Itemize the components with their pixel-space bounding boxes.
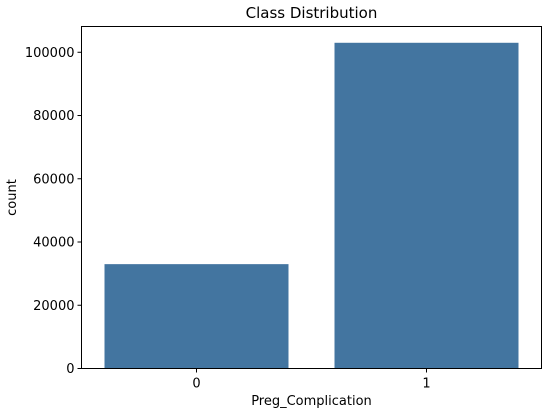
y-tick-label: 20000 (33, 299, 74, 314)
bar-0 (104, 264, 289, 369)
y-tick-label: 60000 (33, 172, 74, 187)
y-axis: 0 20000 40000 60000 80000 100000 (25, 46, 82, 377)
y-tick-label: 0 (66, 362, 74, 377)
y-tick-label: 100000 (25, 46, 75, 61)
y-axis-title: count (5, 179, 20, 216)
x-axis-title: Preg_Complication (251, 394, 372, 409)
bars-layer (104, 42, 519, 369)
plot-frame (81, 26, 542, 369)
y-tick-label: 80000 (33, 109, 74, 124)
x-tick-label: 0 (192, 377, 200, 392)
bar-1 (334, 42, 519, 369)
chart-title: Class Distribution (246, 4, 378, 22)
x-tick-label: 1 (422, 377, 430, 392)
y-tick-label: 40000 (33, 236, 74, 251)
